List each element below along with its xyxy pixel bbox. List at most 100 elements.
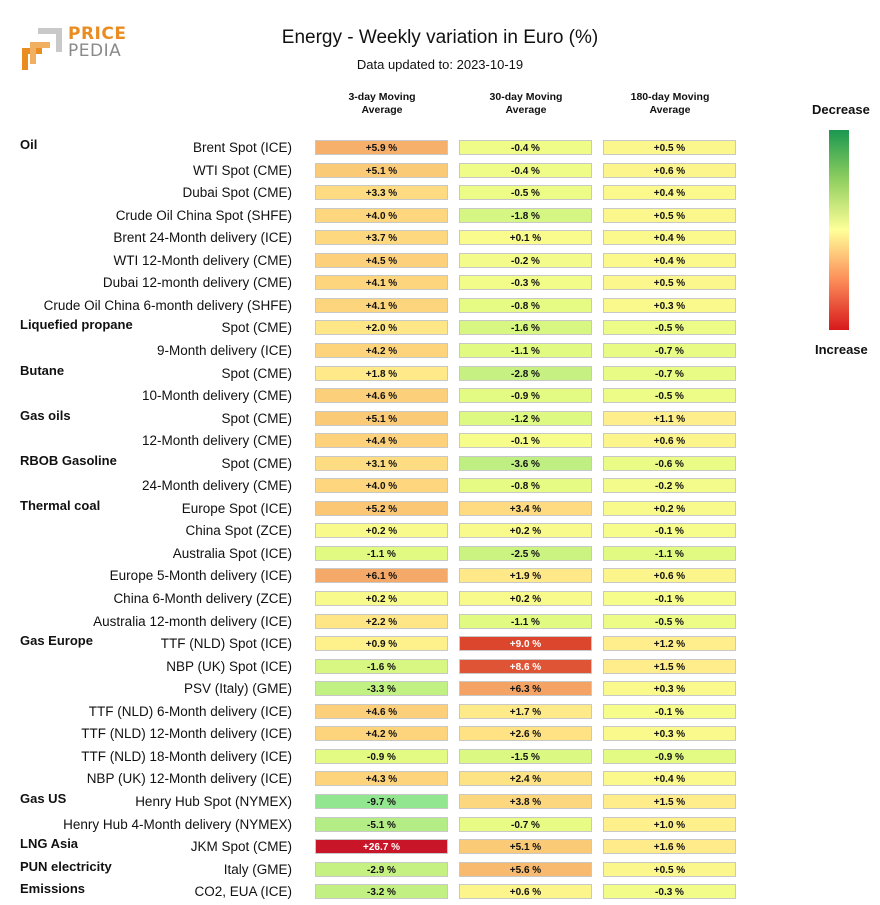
value-cell-3day: +5.2 % — [315, 500, 448, 516]
value-cell-3day: -1.6 % — [315, 658, 448, 674]
value-cell-3day: +5.1 % — [315, 410, 448, 426]
group-label: LNG Asia — [20, 836, 79, 852]
row-label: Spot (CME) — [221, 320, 292, 336]
pricepedia-logo: PRICE PEDIA — [20, 26, 130, 72]
group-label: Oil — [20, 137, 38, 152]
value-cell-30day: +3.8 % — [459, 793, 592, 809]
value-cell-3day: +4.1 % — [315, 275, 448, 291]
logo-text-pedia: PEDIA — [68, 41, 122, 61]
value-cell-30day: -0.2 % — [459, 252, 592, 268]
row-label: Australia 12-month delivery (ICE) — [93, 613, 292, 629]
value-cell-180day: -0.1 % — [603, 591, 736, 606]
value-cell-180day: +1.1 % — [603, 410, 736, 426]
group-label: Butane — [20, 362, 65, 378]
value-cell-30day: -0.4 % — [459, 162, 592, 178]
group-label: Gas US — [20, 790, 67, 806]
value-cell-3day: +4.2 % — [315, 342, 448, 358]
value-cell-30day: +3.4 % — [459, 500, 592, 516]
value-cell-3day: -0.9 % — [315, 748, 448, 764]
column-header-3day-line1: 3-day Moving — [348, 91, 416, 103]
row-label: WTI 12-Month delivery (CME) — [113, 252, 292, 268]
value-cell-30day: +9.0 % — [459, 636, 592, 652]
value-cell-30day: -0.8 % — [459, 478, 592, 494]
value-cell-3day: +0.2 % — [315, 591, 448, 606]
row-label: NBP (UK) 12-Month delivery (ICE) — [86, 771, 292, 787]
value-cell-180day: +0.4 % — [603, 771, 736, 787]
value-cell-3day: +0.2 % — [315, 523, 448, 539]
value-cell-30day: +5.6 % — [459, 861, 592, 877]
value-cell-3day: -9.7 % — [315, 793, 448, 809]
row-label: 12-Month delivery (CME) — [141, 433, 292, 449]
row-label: Crude Oil China Spot (SHFE) — [115, 207, 292, 223]
value-cell-180day: +0.6 % — [603, 433, 736, 449]
value-cell-3day: +4.2 % — [315, 726, 448, 742]
value-cell-30day: -0.3 % — [459, 275, 592, 291]
value-cell-180day: +0.5 % — [603, 140, 736, 155]
row-label: Brent 24-Month delivery (ICE) — [113, 230, 292, 246]
column-header-180day-line1: 180-day Moving — [630, 91, 710, 103]
value-cell-180day: +0.3 % — [603, 726, 736, 742]
chart-subtitle: Data updated to: 2023-10-19 — [356, 57, 524, 72]
value-cell-30day: +0.2 % — [459, 523, 592, 539]
value-cell-180day: -0.5 % — [603, 613, 736, 629]
value-cell-3day: -3.3 % — [315, 681, 448, 697]
value-cell-30day: -0.1 % — [459, 433, 592, 449]
value-cell-180day: +1.2 % — [603, 636, 736, 652]
value-cell-30day: +6.3 % — [459, 681, 592, 697]
value-cell-3day: +3.7 % — [315, 230, 448, 246]
group-label: PUN electricity — [20, 858, 112, 874]
value-cell-30day: -1.1 % — [459, 613, 592, 629]
value-cell-3day: +5.9 % — [315, 140, 448, 155]
row-label: Spot (CME) — [221, 410, 292, 426]
value-cell-3day: +4.6 % — [315, 703, 448, 719]
value-cell-30day: +0.1 % — [459, 230, 592, 246]
row-label: Italy (GME) — [223, 861, 292, 877]
value-cell-30day: -0.4 % — [459, 140, 592, 155]
value-cell-30day: -0.5 % — [459, 185, 592, 201]
row-label: 9-Month delivery (ICE) — [156, 342, 292, 358]
value-cell-30day: +8.6 % — [459, 658, 592, 674]
group-label: Emissions — [20, 881, 86, 897]
group-label: Gas Europe — [20, 633, 93, 649]
value-cell-180day: -0.5 % — [603, 388, 736, 404]
value-cell-180day: -0.1 % — [603, 523, 736, 539]
value-cell-30day: -1.6 % — [459, 320, 592, 336]
value-cell-3day: +4.0 % — [315, 207, 448, 223]
value-cell-3day: +5.1 % — [315, 162, 448, 178]
value-cell-30day: -1.8 % — [459, 207, 592, 223]
value-cell-3day: +4.3 % — [315, 771, 448, 787]
value-cell-180day: +1.5 % — [603, 793, 736, 809]
row-label: Spot (CME) — [221, 455, 292, 471]
value-cell-180day: -0.6 % — [603, 455, 736, 471]
value-cell-180day: -1.1 % — [603, 545, 736, 561]
legend-decrease-label: Decrease — [812, 102, 870, 117]
logo-text-price: PRICE — [68, 24, 127, 44]
value-cell-30day: +2.4 % — [459, 771, 592, 787]
group-label: Thermal coal — [20, 497, 101, 513]
row-label: China Spot (ZCE) — [185, 523, 292, 539]
row-label: TTF (NLD) 18-Month delivery (ICE) — [81, 748, 292, 764]
row-label: Europe Spot (ICE) — [181, 500, 292, 516]
value-cell-180day: +1.5 % — [603, 658, 736, 674]
row-label: PSV (Italy) (GME) — [183, 681, 292, 697]
value-cell-30day: +5.1 % — [459, 839, 592, 855]
row-label: Spot (CME) — [221, 365, 292, 381]
value-cell-3day: +26.7 % — [315, 839, 448, 855]
row-label: Henry Hub 4-Month delivery (NYMEX) — [63, 816, 292, 832]
color-scale-legend — [829, 130, 849, 330]
row-label: Henry Hub Spot (NYMEX) — [135, 793, 292, 809]
legend-increase-label: Increase — [815, 342, 868, 357]
value-cell-180day: +0.5 % — [603, 275, 736, 291]
value-cell-180day: -0.7 % — [603, 365, 736, 381]
value-cell-180day: -0.7 % — [603, 342, 736, 358]
row-label: 24-Month delivery (CME) — [141, 478, 292, 494]
value-cell-180day: +1.0 % — [603, 816, 736, 832]
value-cell-180day: +0.6 % — [603, 568, 736, 584]
row-label: Crude Oil China 6-month delivery (SHFE) — [43, 297, 292, 313]
value-cell-30day: +0.6 % — [459, 884, 592, 900]
row-label: China 6-Month delivery (ZCE) — [113, 591, 292, 606]
row-label: Brent Spot (ICE) — [192, 140, 292, 155]
value-cell-3day: +4.0 % — [315, 478, 448, 494]
value-cell-3day: +3.1 % — [315, 455, 448, 471]
value-cell-3day: +4.5 % — [315, 252, 448, 268]
